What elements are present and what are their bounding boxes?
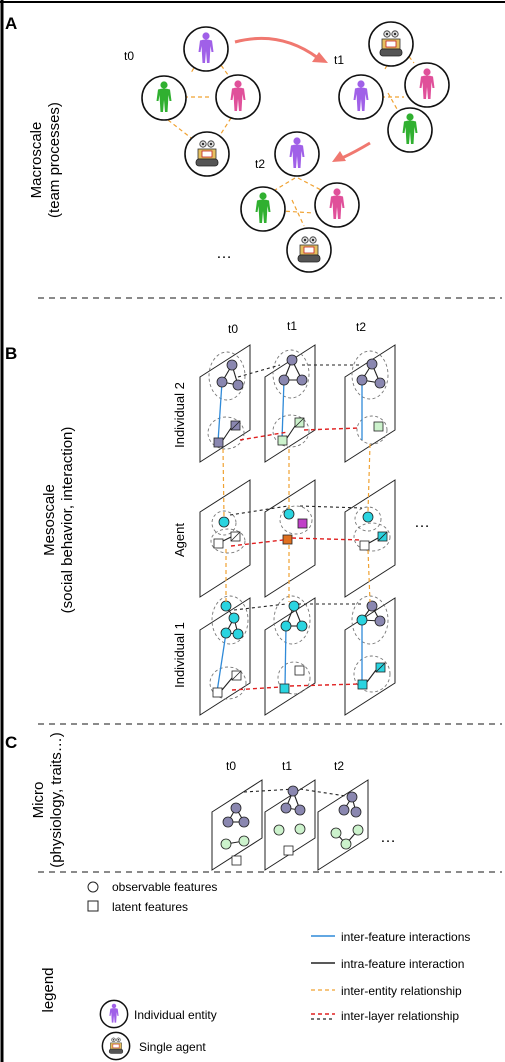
- legend-observable-symbol: [87, 881, 99, 893]
- panel-b-time-t2: t2: [356, 320, 366, 334]
- legend-inter-feature-label: inter-feature interactions: [341, 930, 470, 944]
- legend-title: legend: [40, 967, 57, 1012]
- legend-inter-entity-label: inter-entity relationship: [341, 984, 462, 998]
- legend-individual-label: Individual entity: [134, 1008, 217, 1022]
- micro-plane-t2: [317, 779, 369, 871]
- t0-human-pink: [215, 74, 261, 120]
- arrow-t0-to-t1: [234, 36, 319, 60]
- t2-human-purple: [274, 131, 320, 177]
- panel-b-time-t1: t1: [287, 319, 297, 333]
- panel-b-row-agent: [199, 479, 396, 598]
- panel-b-title-line1: Mesoscale: [41, 484, 58, 556]
- layer-label-individual-1: Individual 1: [172, 622, 187, 688]
- panel-c-title-line1: Micro: [30, 782, 47, 819]
- panel-b-row-individual-1: [199, 595, 396, 716]
- legend-agent-icon: [101, 1031, 131, 1061]
- panel-a-letter: A: [5, 14, 17, 33]
- panel-b-title-line2: (social behavior, interaction): [59, 427, 76, 614]
- t2-human-pink: [314, 182, 360, 228]
- t2-human-green: [240, 186, 286, 232]
- panel-a-title-line2: (team processes): [46, 102, 63, 218]
- t1-human-purple: [338, 74, 384, 120]
- t0-human-green: [141, 75, 187, 121]
- panel-a: A Macroscale (team processes) t0 t1 t2: [5, 14, 450, 273]
- legend-intra-feature-label: intra-feature interaction: [341, 957, 464, 971]
- panel-c-temporal-links: [243, 788, 353, 798]
- panel-b-letter: B: [5, 344, 17, 363]
- panel-b: B Mesoscale (social behavior, interactio…: [5, 319, 430, 716]
- legend-inter-layer-label: inter-layer relationship: [341, 1009, 459, 1023]
- layer-label-individual-2: Individual 2: [172, 382, 187, 448]
- panel-a-title-line1: Macroscale: [28, 122, 45, 199]
- panel-b-ellipsis: …: [414, 514, 430, 531]
- legend-latent-symbol: [87, 900, 99, 912]
- panel-b-row-individual-2: [199, 344, 396, 463]
- panel-b-temporal-links: [229, 364, 364, 611]
- t0-robot-agent: [184, 131, 230, 177]
- panel-c-time-t2: t2: [334, 759, 344, 773]
- panel-c-ellipsis: …: [380, 829, 396, 846]
- t0-human-purple: [183, 26, 229, 72]
- panel-c-letter: C: [5, 733, 17, 752]
- t1-human-green: [387, 107, 433, 153]
- panel-b-time-t0: t0: [228, 322, 238, 336]
- panel-b-interlayer-links: [230, 427, 363, 691]
- t1-robot-agent: [368, 21, 414, 67]
- arrow-t1-to-t2-head: [332, 151, 346, 162]
- panel-a-time-t1: t1: [334, 53, 344, 67]
- legend: legend observable features latent featur…: [40, 880, 470, 1061]
- panel-a-time-t2: t2: [255, 157, 265, 171]
- legend-agent-label: Single agent: [139, 1040, 206, 1054]
- panel-c-time-t1: t1: [282, 759, 292, 773]
- arrow-t0-to-t1-head: [312, 52, 328, 63]
- legend-observable-label: observable features: [112, 880, 217, 894]
- panel-b-interentity-links: [222, 443, 371, 603]
- panel-c-title-line2: (physiology, traits…): [48, 732, 65, 868]
- legend-latent-label: latent features: [112, 900, 188, 914]
- t2-robot-agent: [286, 227, 332, 273]
- legend-individual-icon: [99, 999, 129, 1029]
- arrow-t1-to-t2: [341, 141, 371, 160]
- panel-c: C Micro (physiology, traits…) t0 t1 t2: [5, 732, 396, 871]
- panel-a-time-t0: t0: [124, 49, 134, 63]
- panel-c-time-t0: t0: [226, 759, 236, 773]
- panel-a-ellipsis: …: [216, 245, 232, 262]
- t1-human-pink: [404, 62, 450, 108]
- layer-label-agent: Agent: [172, 523, 187, 557]
